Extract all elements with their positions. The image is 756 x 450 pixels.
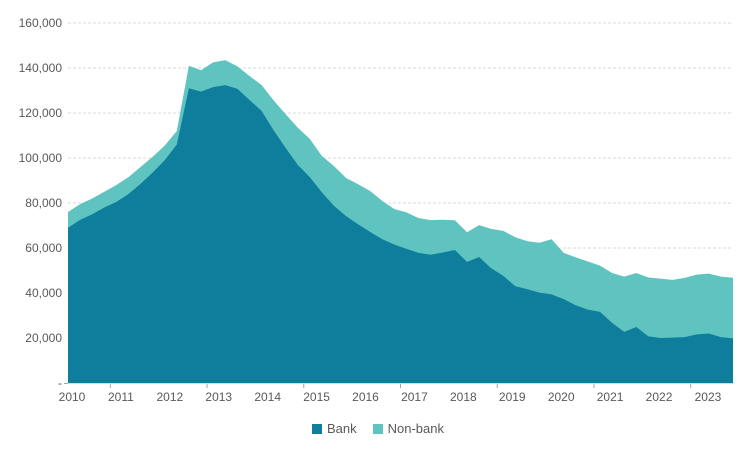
y-tick-label: 160,000 — [18, 16, 62, 30]
x-tick-label: 2011 — [108, 390, 134, 404]
x-tick-label: 2015 — [303, 390, 330, 404]
x-tick-label: 2019 — [498, 390, 526, 404]
x-tick-label: 2020 — [547, 390, 575, 404]
x-tick-label: 2014 — [254, 390, 282, 404]
x-tick-label: 2022 — [645, 390, 673, 404]
legend-item-bank: Bank — [311, 421, 357, 436]
legend-label-nonbank: Non-bank — [387, 421, 444, 436]
x-tick-label: 2018 — [450, 390, 477, 404]
x-tick-label: 2016 — [352, 390, 379, 404]
legend-item-nonbank: Non-bank — [372, 421, 444, 436]
bank-area-series — [68, 85, 733, 383]
y-tick-label: - — [58, 376, 62, 390]
nonbank-series-swatch-icon — [372, 423, 383, 434]
x-tick-label: 2012 — [156, 390, 184, 404]
y-tick-label: 40,000 — [25, 286, 62, 300]
x-tick-label: 2013 — [205, 390, 233, 404]
y-tick-label: 80,000 — [25, 196, 62, 210]
legend-label-bank: Bank — [326, 421, 357, 436]
bank-series-swatch-icon — [311, 423, 322, 434]
x-tick-label: 2021 — [596, 390, 624, 404]
x-tick-label: 2023 — [694, 390, 722, 404]
y-tick-label: 140,000 — [18, 61, 62, 75]
y-tick-label: 100,000 — [18, 151, 62, 165]
y-tick-label: 60,000 — [25, 241, 62, 255]
y-tick-label: 20,000 — [25, 331, 62, 345]
y-tick-label: 120,000 — [18, 106, 62, 120]
x-tick-label: 2010 — [58, 390, 86, 404]
x-tick-label: 2017 — [401, 390, 428, 404]
legend: Bank Non-bank — [0, 421, 756, 436]
